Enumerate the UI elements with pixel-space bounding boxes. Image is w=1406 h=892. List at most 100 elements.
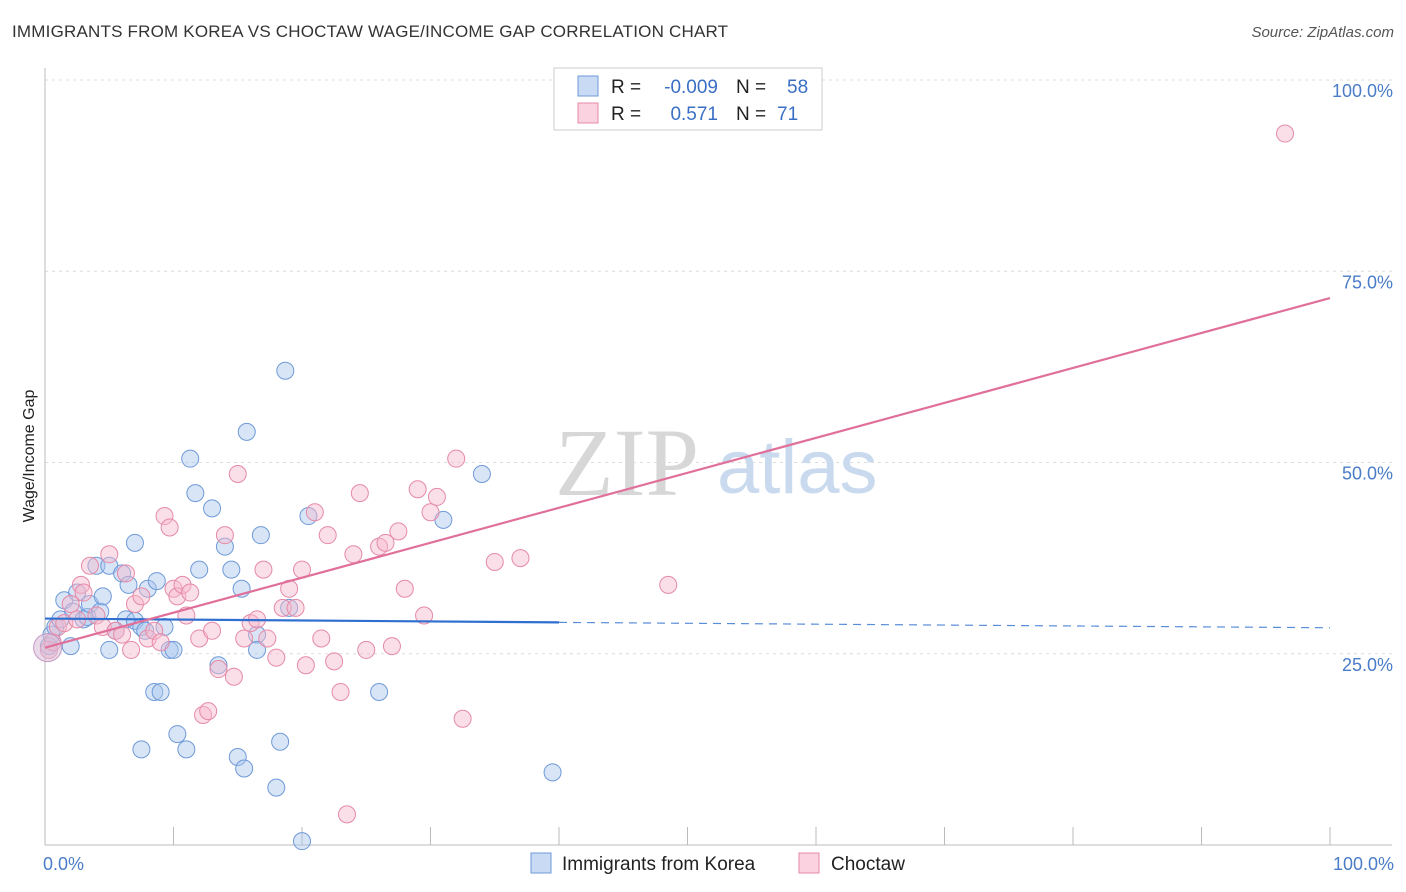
y-tick-label-25: 25.0%	[1342, 655, 1393, 675]
choctaw-point	[357, 640, 376, 659]
korea-trend-line-extrapolated	[558, 621, 1331, 629]
korea-point	[248, 640, 267, 659]
korea-point	[271, 732, 290, 751]
choctaw-point	[337, 805, 356, 824]
korea-point	[267, 778, 286, 797]
choctaw-point	[203, 621, 222, 640]
legend-r-label-choctaw: R =	[611, 104, 641, 125]
choctaw-point	[151, 633, 170, 652]
choctaw-point	[61, 595, 80, 614]
bottom-legend-label-choctaw: Choctaw	[831, 854, 905, 875]
choctaw-point	[415, 606, 434, 625]
choctaw-point	[421, 503, 440, 522]
korea-point	[203, 499, 222, 518]
y-tick-label-100: 100.0%	[1332, 81, 1393, 101]
bottom-legend-swatch-choctaw	[798, 852, 820, 874]
choctaw-point	[235, 629, 254, 648]
gridlines	[45, 79, 1392, 655]
y-tick-labels: 25.0% 50.0% 75.0% 100.0%	[1332, 81, 1393, 675]
choctaw-point	[132, 587, 151, 606]
y-tick-label-50: 50.0%	[1342, 464, 1393, 484]
legend-r-value-choctaw: 0.571	[670, 104, 718, 125]
korea-point	[251, 526, 270, 545]
correlation-legend: R = -0.009 N = 58 R = 0.571 N = 71	[553, 67, 823, 131]
choctaw-point	[254, 560, 273, 579]
choctaw-point	[181, 583, 200, 602]
korea-point	[293, 832, 311, 851]
choctaw-point	[325, 652, 344, 671]
legend-swatch-korea	[577, 75, 599, 97]
korea-trend-line	[44, 617, 560, 624]
korea-point	[100, 640, 119, 659]
korea-point	[228, 748, 247, 767]
choctaw-point	[80, 556, 99, 575]
series-legend: Immigrants from Korea Choctaw	[530, 852, 905, 875]
series-immigrants-from-korea	[39, 361, 562, 851]
legend-swatch-choctaw	[577, 102, 599, 124]
choctaw-point	[382, 637, 401, 656]
choctaw-point	[125, 595, 144, 614]
trend-lines	[44, 296, 1331, 649]
choctaw-point	[199, 702, 218, 721]
korea-point	[190, 560, 209, 579]
choctaw-point	[395, 579, 414, 598]
korea-point	[177, 740, 196, 759]
korea-point	[472, 464, 491, 483]
choctaw-trend-line	[44, 296, 1331, 649]
korea-point	[151, 683, 170, 701]
korea-point	[125, 533, 144, 552]
legend-n-value-choctaw: 71	[777, 104, 798, 125]
choctaw-point	[427, 487, 446, 506]
choctaw-point	[267, 648, 286, 667]
korea-point	[113, 564, 132, 583]
watermark-zip: ZIP	[555, 409, 699, 516]
y-axis-title: Wage/Income Gap	[21, 390, 38, 523]
bottom-legend-label-korea: Immigrants from Korea	[562, 854, 756, 875]
choctaw-point	[145, 621, 164, 640]
korea-point	[370, 683, 389, 701]
x-tick-label-max: 100.0%	[1333, 854, 1394, 874]
watermark-atlas: atlas	[717, 425, 878, 510]
choctaw-point	[258, 629, 277, 648]
bottom-legend-swatch-korea	[530, 852, 552, 874]
korea-point	[186, 484, 205, 503]
choctaw-point	[344, 545, 363, 564]
legend-n-label-choctaw: N =	[736, 104, 766, 125]
x-axis-ticks	[173, 827, 1331, 845]
choctaw-point	[305, 503, 324, 522]
korea-point	[93, 587, 112, 606]
choctaw-point	[312, 629, 331, 648]
choctaw-point	[122, 640, 141, 659]
korea-point	[160, 640, 179, 659]
korea-point	[235, 759, 254, 778]
korea-point	[145, 683, 164, 701]
choctaw-point	[209, 660, 228, 679]
korea-point	[147, 572, 166, 591]
choctaw-point	[376, 533, 395, 552]
choctaw-point	[215, 526, 234, 545]
legend-n-value-korea: 58	[787, 77, 808, 98]
korea-point	[181, 449, 200, 468]
legend-r-label-korea: R =	[611, 77, 641, 98]
choctaw-point	[74, 583, 93, 602]
korea-point	[276, 361, 295, 380]
choctaw-point	[116, 564, 135, 583]
korea-point	[209, 656, 228, 675]
choctaw-point	[485, 552, 504, 571]
korea-point	[168, 725, 187, 744]
choctaw-point	[173, 575, 192, 594]
x-tick-label-min: 0.0%	[43, 854, 84, 874]
korea-point	[222, 560, 241, 579]
korea-point	[280, 598, 299, 617]
choctaw-point	[224, 667, 243, 686]
choctaw-point	[408, 480, 427, 499]
choctaw-point	[1276, 124, 1295, 143]
choctaw-point	[331, 683, 350, 701]
choctaw-point	[100, 545, 119, 564]
choctaw-point	[286, 598, 305, 617]
y-tick-label-75: 75.0%	[1342, 272, 1393, 292]
korea-point	[543, 763, 562, 782]
korea-point	[132, 740, 151, 759]
choctaw-point	[389, 522, 408, 541]
legend-n-label-korea: N =	[736, 77, 766, 98]
